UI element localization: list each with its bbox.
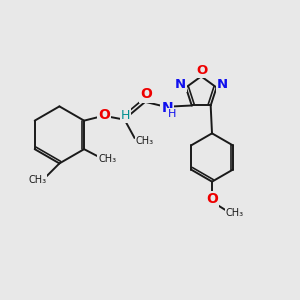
Text: N: N (217, 78, 228, 91)
Text: CH₃: CH₃ (135, 136, 154, 146)
Text: O: O (98, 108, 110, 122)
Text: H: H (168, 109, 176, 119)
Text: O: O (141, 88, 152, 101)
Text: CH₃: CH₃ (226, 208, 244, 218)
Text: CH₃: CH₃ (98, 154, 116, 164)
Text: O: O (196, 64, 208, 77)
Text: N: N (175, 78, 186, 91)
Text: CH₃: CH₃ (28, 175, 46, 184)
Text: H: H (121, 109, 130, 122)
Text: O: O (206, 192, 218, 206)
Text: N: N (161, 101, 173, 115)
